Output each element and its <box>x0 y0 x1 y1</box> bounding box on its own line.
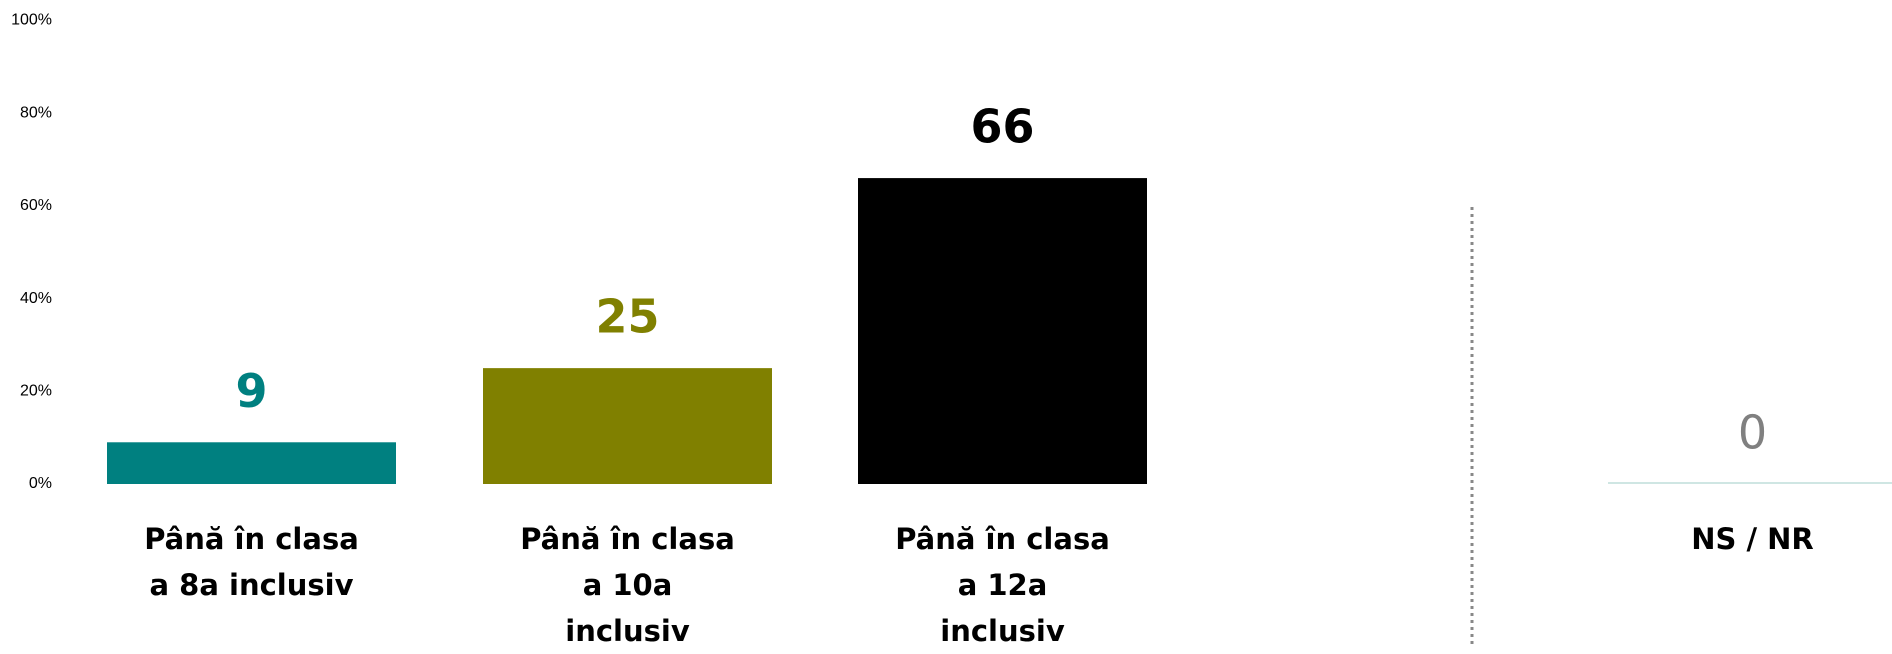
bar <box>483 368 772 484</box>
y-tick-label: 60% <box>20 197 52 214</box>
y-tick-label: 20% <box>20 383 52 400</box>
y-tick-label: 100% <box>11 12 52 29</box>
category-label: Până în clasa a 10a inclusiv <box>520 522 735 648</box>
y-tick-label: 80% <box>20 104 52 121</box>
y-tick-label: 0% <box>29 475 52 492</box>
bar <box>858 178 1147 484</box>
value-label: 66 <box>970 100 1034 154</box>
bar <box>107 442 396 484</box>
value-label: 9 <box>235 364 267 418</box>
bar <box>1608 482 1892 484</box>
value-label: 0 <box>1738 406 1767 460</box>
category-label: Până în clasa a 8a inclusiv <box>144 522 359 602</box>
value-label: 25 <box>595 290 659 344</box>
y-tick-label: 40% <box>20 290 52 307</box>
category-label: NS / NR <box>1691 522 1814 556</box>
category-label: Până în clasa a 12a inclusiv <box>895 522 1110 648</box>
